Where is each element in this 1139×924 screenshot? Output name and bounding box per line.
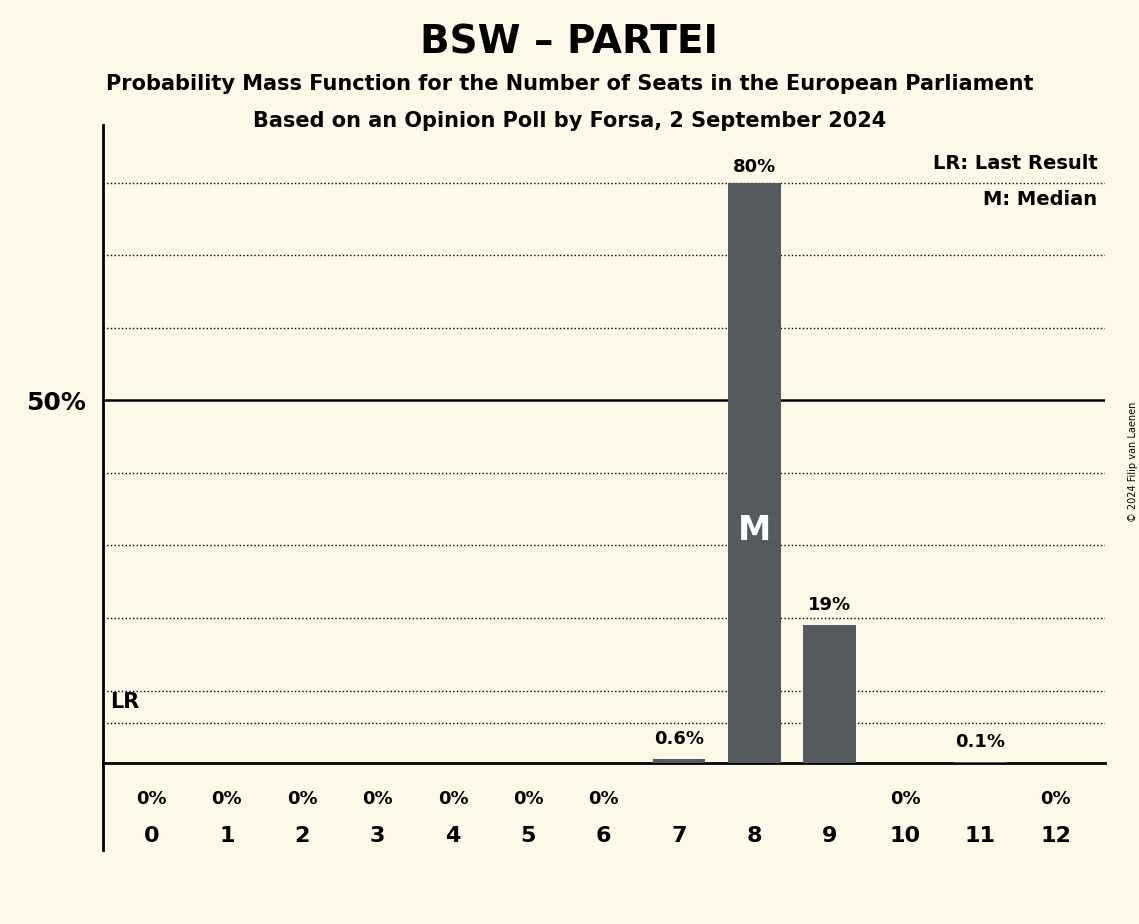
Text: BSW – PARTEI: BSW – PARTEI [420,23,719,61]
Text: LR: Last Result: LR: Last Result [933,153,1097,173]
Text: 0%: 0% [362,790,393,808]
Text: 8: 8 [747,825,762,845]
Text: 0: 0 [144,825,159,845]
Text: 0%: 0% [513,790,543,808]
Text: 10: 10 [890,825,920,845]
Text: M: M [738,515,771,547]
Text: 0.6%: 0.6% [654,730,704,748]
Text: 7: 7 [671,825,687,845]
Bar [728,183,780,763]
Text: 2: 2 [295,825,310,845]
Text: 0.1%: 0.1% [956,734,1006,751]
Text: 6: 6 [596,825,612,845]
Text: 3: 3 [370,825,385,845]
Text: M: Median: M: Median [983,190,1097,209]
Text: 5: 5 [521,825,536,845]
Text: 1: 1 [219,825,235,845]
Text: 9: 9 [822,825,837,845]
Text: © 2024 Filip van Laenen: © 2024 Filip van Laenen [1129,402,1138,522]
Text: Probability Mass Function for the Number of Seats in the European Parliament: Probability Mass Function for the Number… [106,74,1033,94]
Text: 0%: 0% [1041,790,1071,808]
Text: 11: 11 [965,825,995,845]
Bar [653,759,705,763]
Text: 80%: 80% [732,157,776,176]
Text: 0%: 0% [589,790,618,808]
Text: 12: 12 [1040,825,1072,845]
Text: 0%: 0% [287,790,318,808]
Text: Based on an Opinion Poll by Forsa, 2 September 2024: Based on an Opinion Poll by Forsa, 2 Sep… [253,111,886,131]
Text: 0%: 0% [212,790,243,808]
Text: 0%: 0% [137,790,166,808]
Bar [803,626,857,763]
Text: 0%: 0% [437,790,468,808]
Text: 4: 4 [445,825,460,845]
Text: LR: LR [110,692,139,712]
Text: 0%: 0% [890,790,920,808]
Text: 19%: 19% [809,596,851,614]
